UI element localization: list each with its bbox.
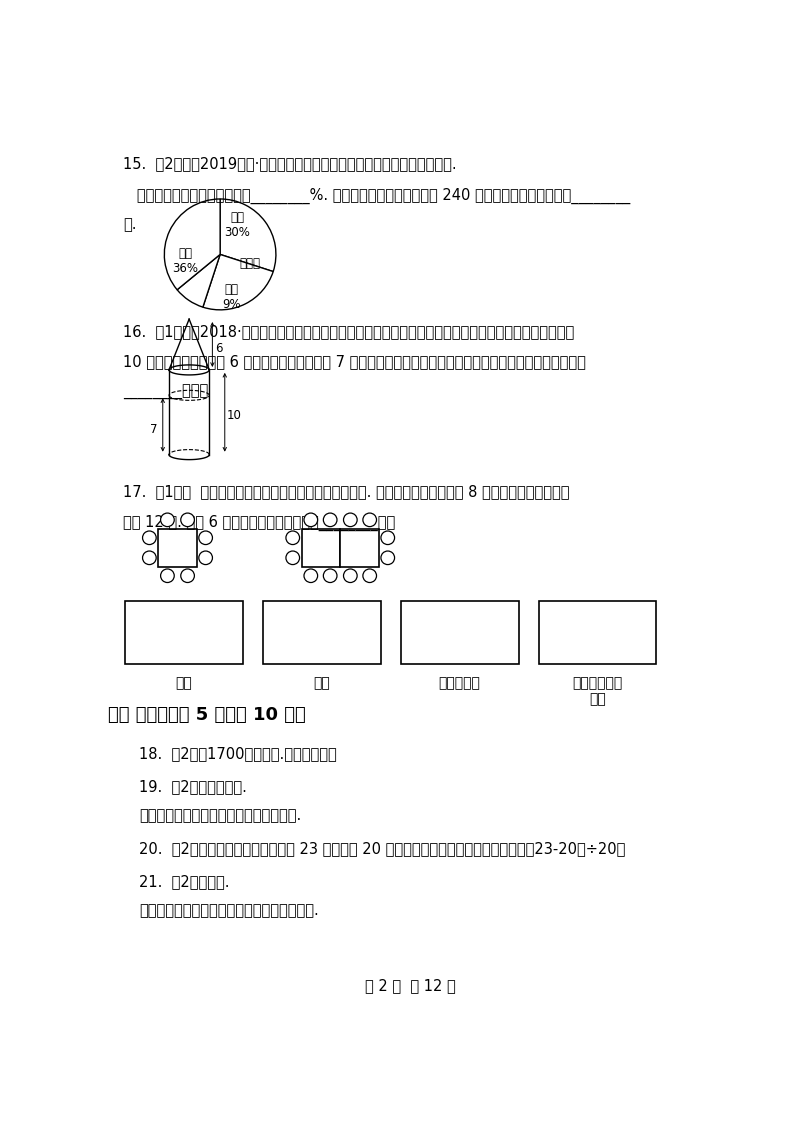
Bar: [302, 529, 340, 567]
Circle shape: [286, 551, 299, 565]
Circle shape: [181, 513, 194, 526]
Text: 17.  （1分）  吃饭时，同学们把正方形的桌子拼放在一起. 一张正方形桌子能围坐 8 人，两张正方形桌子能: 17. （1分） 吃饭时，同学们把正方形的桌子拼放在一起. 一张正方形桌子能围坐…: [123, 483, 570, 499]
Bar: [125, 601, 242, 664]
Text: 7: 7: [150, 422, 158, 436]
Bar: [538, 601, 657, 664]
Circle shape: [142, 531, 156, 544]
Text: 蛋白质的含量占奶粉总质量的________%. 如果一罐奶粉乳脂的含量是 240 克，这罐奶粉的总质量是________: 蛋白质的含量占奶粉总质量的________%. 如果一罐奶粉乳脂的含量是 240…: [123, 188, 630, 204]
Circle shape: [161, 513, 174, 526]
Circle shape: [142, 551, 156, 565]
Text: 其它
9%: 其它 9%: [222, 283, 241, 311]
Text: 围坐 12 人. 如果 6 张桌子拼在一起，能围坐________人？: 围坐 12 人. 如果 6 张桌子拼在一起，能围坐________人？: [123, 515, 395, 531]
Circle shape: [304, 569, 318, 583]
Text: 画图: 画图: [175, 677, 192, 691]
Circle shape: [363, 569, 377, 583]
Circle shape: [343, 513, 357, 526]
Wedge shape: [203, 255, 273, 310]
Text: 从特例开始找
规律: 从特例开始找 规律: [573, 677, 622, 706]
Text: 6: 6: [214, 342, 222, 355]
Circle shape: [304, 513, 318, 526]
Text: 蛋白质: 蛋白质: [239, 257, 260, 271]
Bar: [262, 601, 381, 664]
Text: 克.: 克.: [123, 216, 137, 232]
Text: 第 2 页  共 12 页: 第 2 页 共 12 页: [365, 979, 455, 994]
Text: ________厘米。: ________厘米。: [123, 385, 209, 401]
Text: 猜想与尝试: 猜想与尝试: [438, 677, 481, 691]
Circle shape: [323, 569, 337, 583]
Text: 10 厘米，圆锥体的高是 6 厘米，容器内的液面高 7 厘米。当将这个容器倒过来放时，从圆锥的顶部到液面的高是: 10 厘米，圆锥体的高是 6 厘米，容器内的液面高 7 厘米。当将这个容器倒过来…: [123, 354, 586, 369]
Circle shape: [363, 513, 377, 526]
Text: 16.  （1分）（2018·内乡）一个下面是圆柱体、上面是圆锥体的容器（如图，单位：厘米），圆柱体的高是: 16. （1分）（2018·内乡）一个下面是圆柱体、上面是圆锥体的容器（如图，单…: [123, 324, 574, 338]
Bar: [340, 529, 379, 567]
Circle shape: [381, 531, 394, 544]
Text: 21.  （2分）判断.: 21. （2分）判断.: [138, 874, 230, 890]
Bar: [158, 529, 197, 567]
Text: 乳脂
30%: 乳脂 30%: [224, 212, 250, 239]
Text: 体积相等的两个正方体，它们的形状一定相同.: 体积相等的两个正方体，它们的形状一定相同.: [138, 903, 318, 918]
Wedge shape: [177, 255, 220, 307]
Circle shape: [161, 569, 174, 583]
Circle shape: [381, 551, 394, 565]
Circle shape: [199, 531, 213, 544]
Circle shape: [181, 569, 194, 583]
Text: 10: 10: [227, 409, 242, 422]
Wedge shape: [164, 199, 220, 290]
Circle shape: [323, 513, 337, 526]
Text: 乳糖
36%: 乳糖 36%: [172, 247, 198, 275]
Text: 15.  （2分）（2019六上·大田期末）如图是一种奶粉的成分含量情况统计图.: 15. （2分）（2019六上·大田期末）如图是一种奶粉的成分含量情况统计图.: [123, 156, 457, 172]
Text: 盐的重量一定，吃去的和剩下的成正比例.: 盐的重量一定，吃去的和剩下的成正比例.: [138, 808, 301, 823]
Bar: [401, 601, 518, 664]
Text: 19.  （2分）判断对错.: 19. （2分）判断对错.: [138, 779, 246, 794]
Circle shape: [199, 551, 213, 565]
Circle shape: [343, 569, 357, 583]
Text: 20.  （2分）六年级（一）班有男生 23 人，女生 20 人，女生比男生少百分之几，列式是（23-20）÷20。: 20. （2分）六年级（一）班有男生 23 人，女生 20 人，女生比男生少百分…: [138, 841, 625, 856]
Text: 18.  （2分）1700年是闰年.（判断对错）: 18. （2分）1700年是闰年.（判断对错）: [138, 746, 337, 761]
Text: 二、 判断。（共 5 题；共 10 分）: 二、 判断。（共 5 题；共 10 分）: [108, 705, 306, 723]
Text: 列表: 列表: [314, 677, 330, 691]
Wedge shape: [220, 199, 276, 272]
Circle shape: [286, 531, 299, 544]
